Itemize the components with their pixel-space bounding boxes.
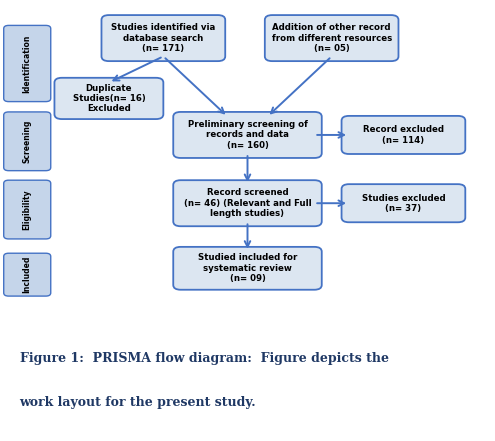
FancyBboxPatch shape <box>4 253 51 296</box>
Text: Studies identified via
database search
(n= 171): Studies identified via database search (… <box>111 23 215 53</box>
Text: Identification: Identification <box>23 34 32 93</box>
Text: Record excluded
(n= 114): Record excluded (n= 114) <box>363 125 444 145</box>
FancyBboxPatch shape <box>4 112 51 171</box>
FancyBboxPatch shape <box>342 184 465 222</box>
Text: work layout for the present study.: work layout for the present study. <box>20 396 256 409</box>
Text: Addition of other record
from different resources
(n= 05): Addition of other record from different … <box>272 23 392 53</box>
FancyBboxPatch shape <box>265 15 398 61</box>
Text: Figure 1:  PRISMA flow diagram:  Figure depicts the: Figure 1: PRISMA flow diagram: Figure de… <box>20 352 389 365</box>
Text: Preliminary screening of
records and data
(n= 160): Preliminary screening of records and dat… <box>188 120 307 150</box>
Text: Screening: Screening <box>23 120 32 163</box>
FancyBboxPatch shape <box>342 116 465 154</box>
Text: Record screened
(n= 46) (Relevant and Full
length studies): Record screened (n= 46) (Relevant and Fu… <box>184 188 311 218</box>
Text: Studied included for
systematic review
(n= 09): Studied included for systematic review (… <box>198 254 297 283</box>
Text: Eligibility: Eligibility <box>23 189 32 230</box>
FancyBboxPatch shape <box>173 180 322 226</box>
FancyBboxPatch shape <box>173 247 322 290</box>
FancyBboxPatch shape <box>4 26 51 101</box>
Text: Duplicate
Studies(n= 16)
Excluded: Duplicate Studies(n= 16) Excluded <box>73 83 145 113</box>
FancyBboxPatch shape <box>173 112 322 158</box>
FancyBboxPatch shape <box>54 78 163 119</box>
Text: Included: Included <box>23 256 32 293</box>
Text: Studies excluded
(n= 37): Studies excluded (n= 37) <box>362 194 445 213</box>
FancyBboxPatch shape <box>4 180 51 239</box>
FancyBboxPatch shape <box>101 15 225 61</box>
